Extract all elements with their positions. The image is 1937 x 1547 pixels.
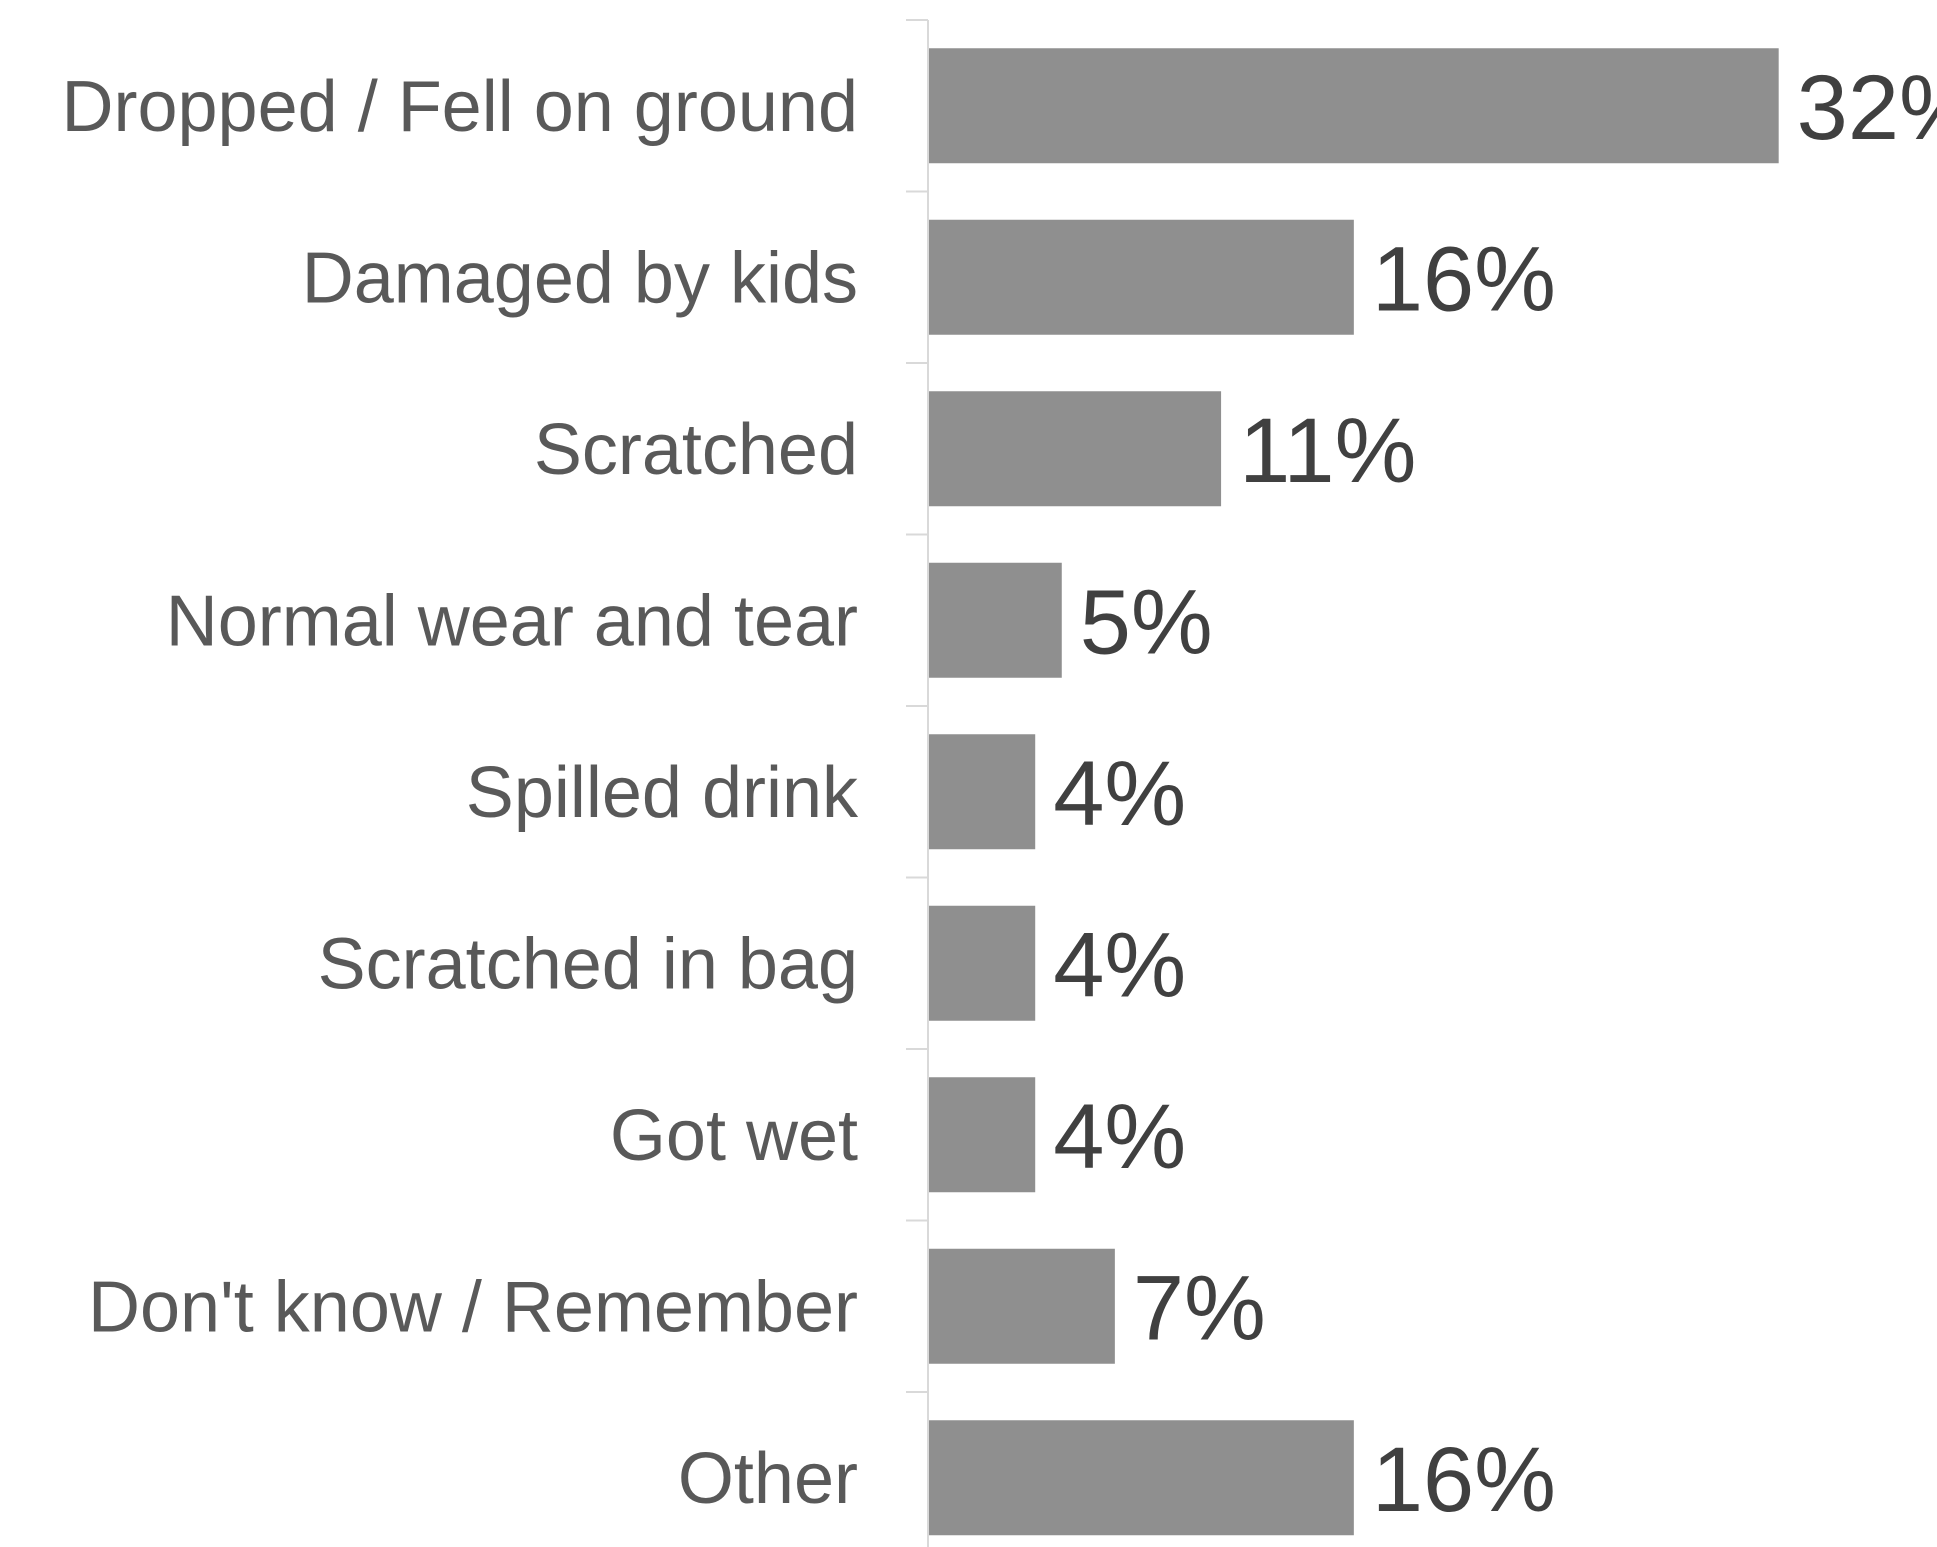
category-label: Got wet bbox=[610, 1096, 858, 1176]
bar bbox=[929, 391, 1222, 507]
category-label: Scratched in bag bbox=[318, 924, 858, 1004]
data-label: 16% bbox=[1372, 1429, 1556, 1531]
data-label: 4% bbox=[1053, 743, 1186, 845]
bar bbox=[929, 1248, 1115, 1364]
category-label: Damaged by kids bbox=[302, 238, 858, 318]
category-label: Don't know / Remember bbox=[88, 1267, 858, 1347]
bar bbox=[929, 1420, 1354, 1536]
data-label: 4% bbox=[1053, 1086, 1186, 1188]
category-label: Other bbox=[678, 1439, 858, 1519]
data-label: 4% bbox=[1053, 914, 1186, 1016]
data-label: 11% bbox=[1239, 400, 1416, 502]
category-label: Normal wear and tear bbox=[166, 581, 858, 661]
data-label: 16% bbox=[1372, 228, 1556, 330]
data-label: 5% bbox=[1080, 571, 1213, 673]
bars-layer bbox=[929, 48, 1779, 1536]
category-axis bbox=[906, 19, 929, 1547]
bar bbox=[929, 734, 1036, 850]
data-label: 32% bbox=[1797, 57, 1937, 159]
category-label: Spilled drink bbox=[466, 753, 859, 833]
labels-layer: Dropped / Fell on ground 32% Damaged by ki… bbox=[62, 57, 1937, 1531]
data-label: 7% bbox=[1133, 1257, 1266, 1359]
bar bbox=[929, 905, 1036, 1021]
bar bbox=[929, 562, 1062, 678]
category-label: Scratched bbox=[534, 410, 858, 490]
bar bbox=[929, 48, 1779, 164]
bar bbox=[929, 1077, 1036, 1193]
category-label: Dropped / Fell on ground bbox=[62, 67, 859, 147]
bar bbox=[929, 219, 1354, 335]
